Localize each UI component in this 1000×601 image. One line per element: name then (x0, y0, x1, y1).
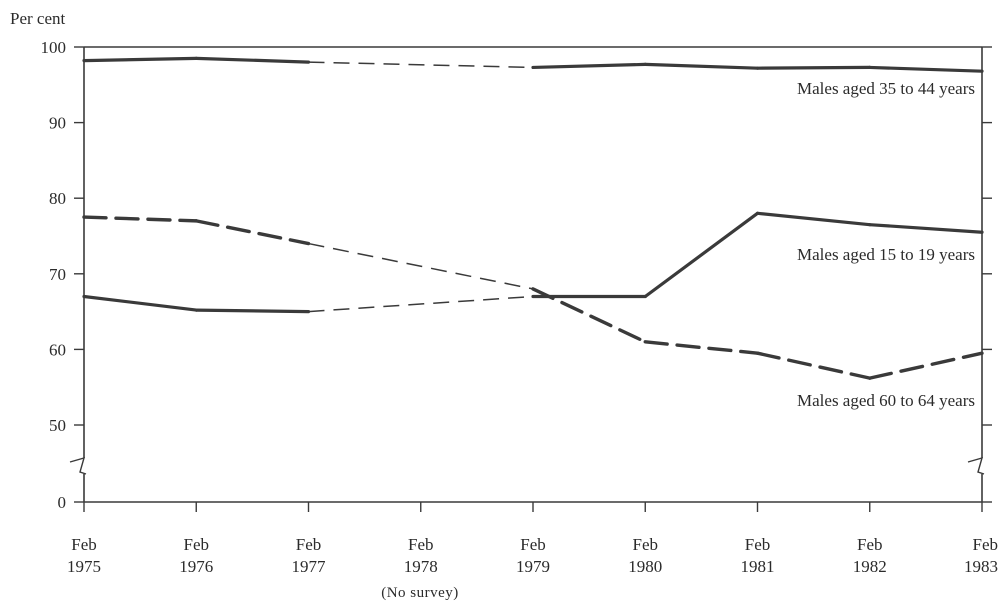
series-label: Males aged 60 to 64 years (797, 391, 975, 410)
series-segment (755, 65, 872, 70)
series-segment (82, 56, 198, 63)
y-tick-label: 60 (49, 340, 66, 359)
axes (69, 46, 985, 503)
series-gap-interpolation (308, 61, 534, 69)
series-segment (82, 215, 198, 223)
x-tick-label-year: 1982 (853, 557, 887, 576)
x-tick-label-month: Feb (857, 535, 883, 554)
series-segment (643, 340, 760, 355)
y-tick-label: 80 (49, 189, 66, 208)
series-gap-interpolation (308, 295, 534, 313)
y-axis-break-left (69, 456, 87, 475)
y-tick-label: 90 (49, 114, 66, 133)
x-tick-label-year: 1975 (67, 557, 101, 576)
x-tick-label-year: 1977 (292, 557, 327, 576)
series-lines (82, 56, 984, 380)
x-tick-label-month: Feb (633, 535, 659, 554)
x-tick-label-month: Feb (973, 535, 999, 554)
y-tick-label: 50 (49, 416, 66, 435)
x-tick-label-month: Feb (520, 535, 546, 554)
series-segment (82, 294, 198, 312)
y-tick-label: 0 (58, 493, 67, 512)
series-segment (868, 351, 984, 380)
series-labels: Males aged 35 to 44 years Males aged 15 t… (797, 79, 975, 410)
x-tick-label-year: 1978 (404, 557, 438, 576)
x-tick-label-month: Feb (184, 535, 210, 554)
series-gap-interpolation (308, 242, 534, 290)
y-axis-break-right (967, 456, 985, 475)
series-segment (643, 62, 760, 70)
series-segment (755, 351, 872, 380)
x-tick-label-year: 1976 (179, 557, 213, 576)
series-segment (643, 211, 760, 299)
series-segment (194, 56, 311, 64)
x-tick-label-month: Feb (745, 535, 771, 554)
y-tick-label: 70 (49, 265, 66, 284)
series-segment (194, 308, 311, 314)
x-tick-label-month: Feb (408, 535, 434, 554)
series-segment (531, 287, 647, 344)
series-segment (868, 223, 984, 234)
series-segment (755, 211, 872, 227)
x-tick-label-year: 1983 (964, 557, 998, 576)
x-tick-label-year: 1980 (628, 557, 662, 576)
y-axis-title: Per cent (10, 9, 66, 28)
series-label: Males aged 15 to 19 years (797, 245, 975, 264)
x-tick-label-year: 1981 (741, 557, 775, 576)
x-tick-label-month: Feb (296, 535, 322, 554)
series-segment (868, 65, 984, 73)
tick-labels: 0 50 60 70 80 90 100 Feb 1975 Feb 1976 Feb 1977 Feb 19… (41, 38, 999, 576)
y-tick-label: 100 (41, 38, 67, 57)
series-label: Males aged 35 to 44 years (797, 79, 975, 98)
x-tick-label-year: 1979 (516, 557, 550, 576)
no-survey-note: (No survey) (381, 585, 459, 601)
x-tick-label-month: Feb (71, 535, 97, 554)
series-segment (531, 62, 647, 70)
series-segment (194, 219, 311, 246)
